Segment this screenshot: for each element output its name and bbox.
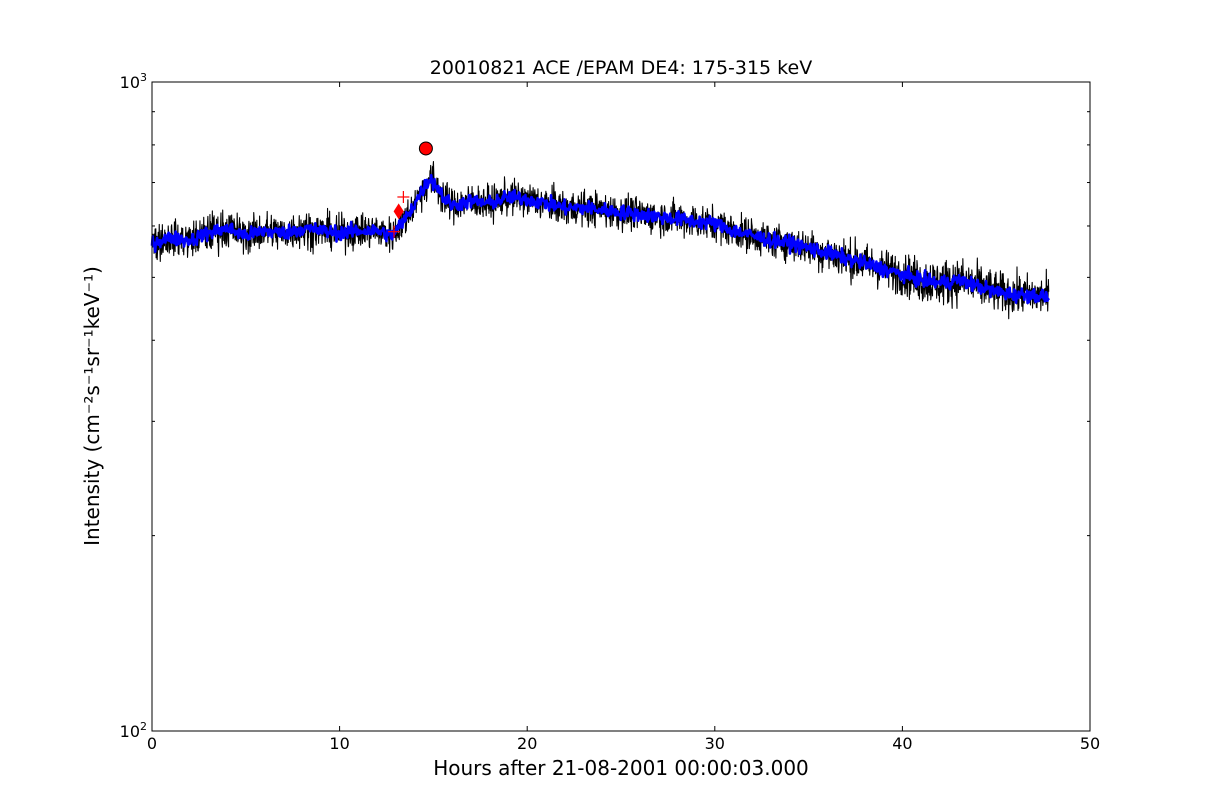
x-tick-label: 50	[1080, 734, 1100, 753]
x-tick-label: 0	[147, 734, 157, 753]
series-line-smoothed	[150, 173, 1050, 305]
x-axis-label: Hours after 21-08-2001 00:00:03.000	[433, 756, 809, 780]
marker-plus	[388, 225, 401, 238]
x-tick-label: 10	[329, 734, 349, 753]
x-tick-label: 30	[705, 734, 725, 753]
marker-circle	[418, 141, 433, 156]
marker-plus	[397, 190, 410, 203]
series-layer	[150, 161, 1050, 320]
x-tick-label: 20	[517, 734, 537, 753]
y-tick-label: 103	[120, 71, 147, 92]
y-axis-label: Intensity (cm⁻²s⁻¹sr⁻¹keV⁻¹)	[80, 266, 104, 546]
chart-title: 20010821 ACE /EPAM DE4: 175-315 keV	[430, 57, 812, 79]
plot-background	[152, 82, 1090, 731]
plot-frame	[151, 81, 1091, 732]
x-tick-label: 40	[892, 734, 912, 753]
marker-diamond	[393, 203, 404, 220]
y-tick-label: 102	[120, 720, 147, 741]
marker-layer	[388, 141, 433, 238]
